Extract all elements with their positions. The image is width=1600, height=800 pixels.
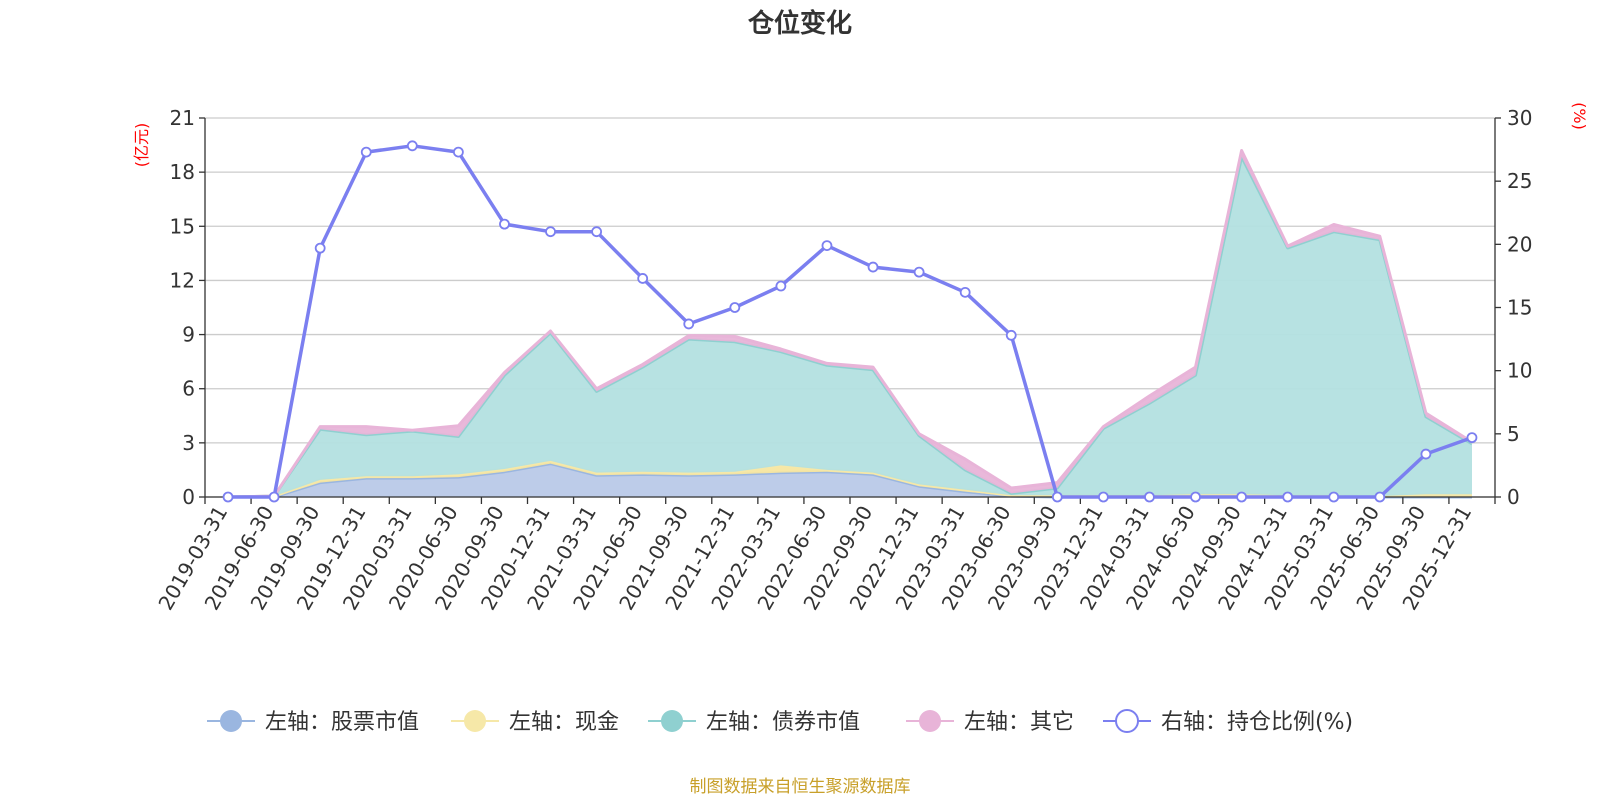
ratio-line-point [591,226,603,238]
ratio-line-point [729,302,741,313]
left-axis-tick-label: 3 [182,431,195,455]
right-axis-tick-label: 0 [1507,485,1520,509]
left-axis-tick-label: 0 [182,485,195,509]
ratio-line-point [867,261,879,273]
right-axis-tick-label: 15 [1507,296,1532,320]
right-axis-tick-label: 30 [1507,106,1532,130]
left-axis-tick-label: 18 [170,160,195,184]
ratio-line-point [775,280,787,292]
ratio-line-point [1097,491,1109,503]
legend-marker [1115,709,1139,733]
ratio-line-point [499,218,510,230]
ratio-line-point [1282,491,1294,503]
ratio-line-path [228,144,1473,499]
data-source-note: 制图数据来自恒生聚源数据库 [690,777,911,797]
legend-marker [919,710,941,732]
left-axis-unit: (亿元) [132,123,151,168]
ratio-line [222,140,1478,503]
legend-marker [464,710,486,732]
left-axis-tick-label: 21 [170,106,195,130]
ratio-line-point [452,146,464,158]
ratio-line-point [913,266,925,278]
left-axis-tick-label: 15 [170,214,195,238]
legend-item: 左轴：其它 [906,710,1074,735]
ratio-line-point [545,226,556,238]
legend-marker [220,710,242,732]
legend-label: 左轴：其它 [964,710,1074,735]
legend-item: 左轴：债券市值 [648,710,860,735]
ratio-line-point [821,240,833,251]
legend: 左轴：股票市值 左轴：现金 左轴：债券市值 左轴：其它 右轴：持仓比例(%) [207,709,1353,735]
legend-label: 右轴：持仓比例(%) [1161,710,1353,735]
right-axis-tick-label: 25 [1507,169,1532,193]
area-edge-series-3 [227,149,1473,499]
right-axis-unit: (%) [1570,102,1589,130]
ratio-line-point [1144,491,1155,503]
legend-label: 左轴：现金 [509,710,619,735]
area-fill-series-2 [228,156,1472,498]
ratio-line-point [268,491,280,503]
ratio-line-point [1420,448,1432,460]
ratio-line-point [1328,491,1340,503]
ratio-line-point [637,273,649,284]
legend-item: 左轴：现金 [451,710,619,735]
right-axis-tick-label: 20 [1507,232,1532,256]
legend-label: 左轴：股票市值 [265,710,419,735]
ratio-line-point [1190,491,1201,503]
ratio-line-point [314,242,326,254]
ratio-line-point [1051,491,1063,503]
legend-marker [661,710,683,732]
ratio-line-point [1236,491,1248,503]
ratio-line-point [222,491,234,503]
left-axis-tick-label: 6 [182,377,195,401]
ratio-line-point [959,286,971,298]
left-axis-tick-label: 12 [170,268,195,292]
chart-title: 仓位变化 [747,8,852,39]
right-axis-tick-label: 5 [1507,422,1520,446]
ratio-line-point [360,146,372,158]
ratio-line-point [1466,432,1478,444]
right-axis-tick-label: 10 [1507,359,1532,383]
left-axis-tick-label: 9 [182,323,195,347]
ratio-line-point [683,318,695,330]
legend-item: 左轴：股票市值 [207,710,419,735]
ratio-line-point [406,140,418,152]
ratio-line-point [1374,491,1386,503]
legend-item: 右轴：持仓比例(%) [1103,709,1353,735]
stacked-areas [227,149,1473,499]
ratio-line-point [1005,329,1017,341]
area-fill-series-0 [228,463,1472,497]
legend-label: 左轴：债券市值 [706,710,860,735]
